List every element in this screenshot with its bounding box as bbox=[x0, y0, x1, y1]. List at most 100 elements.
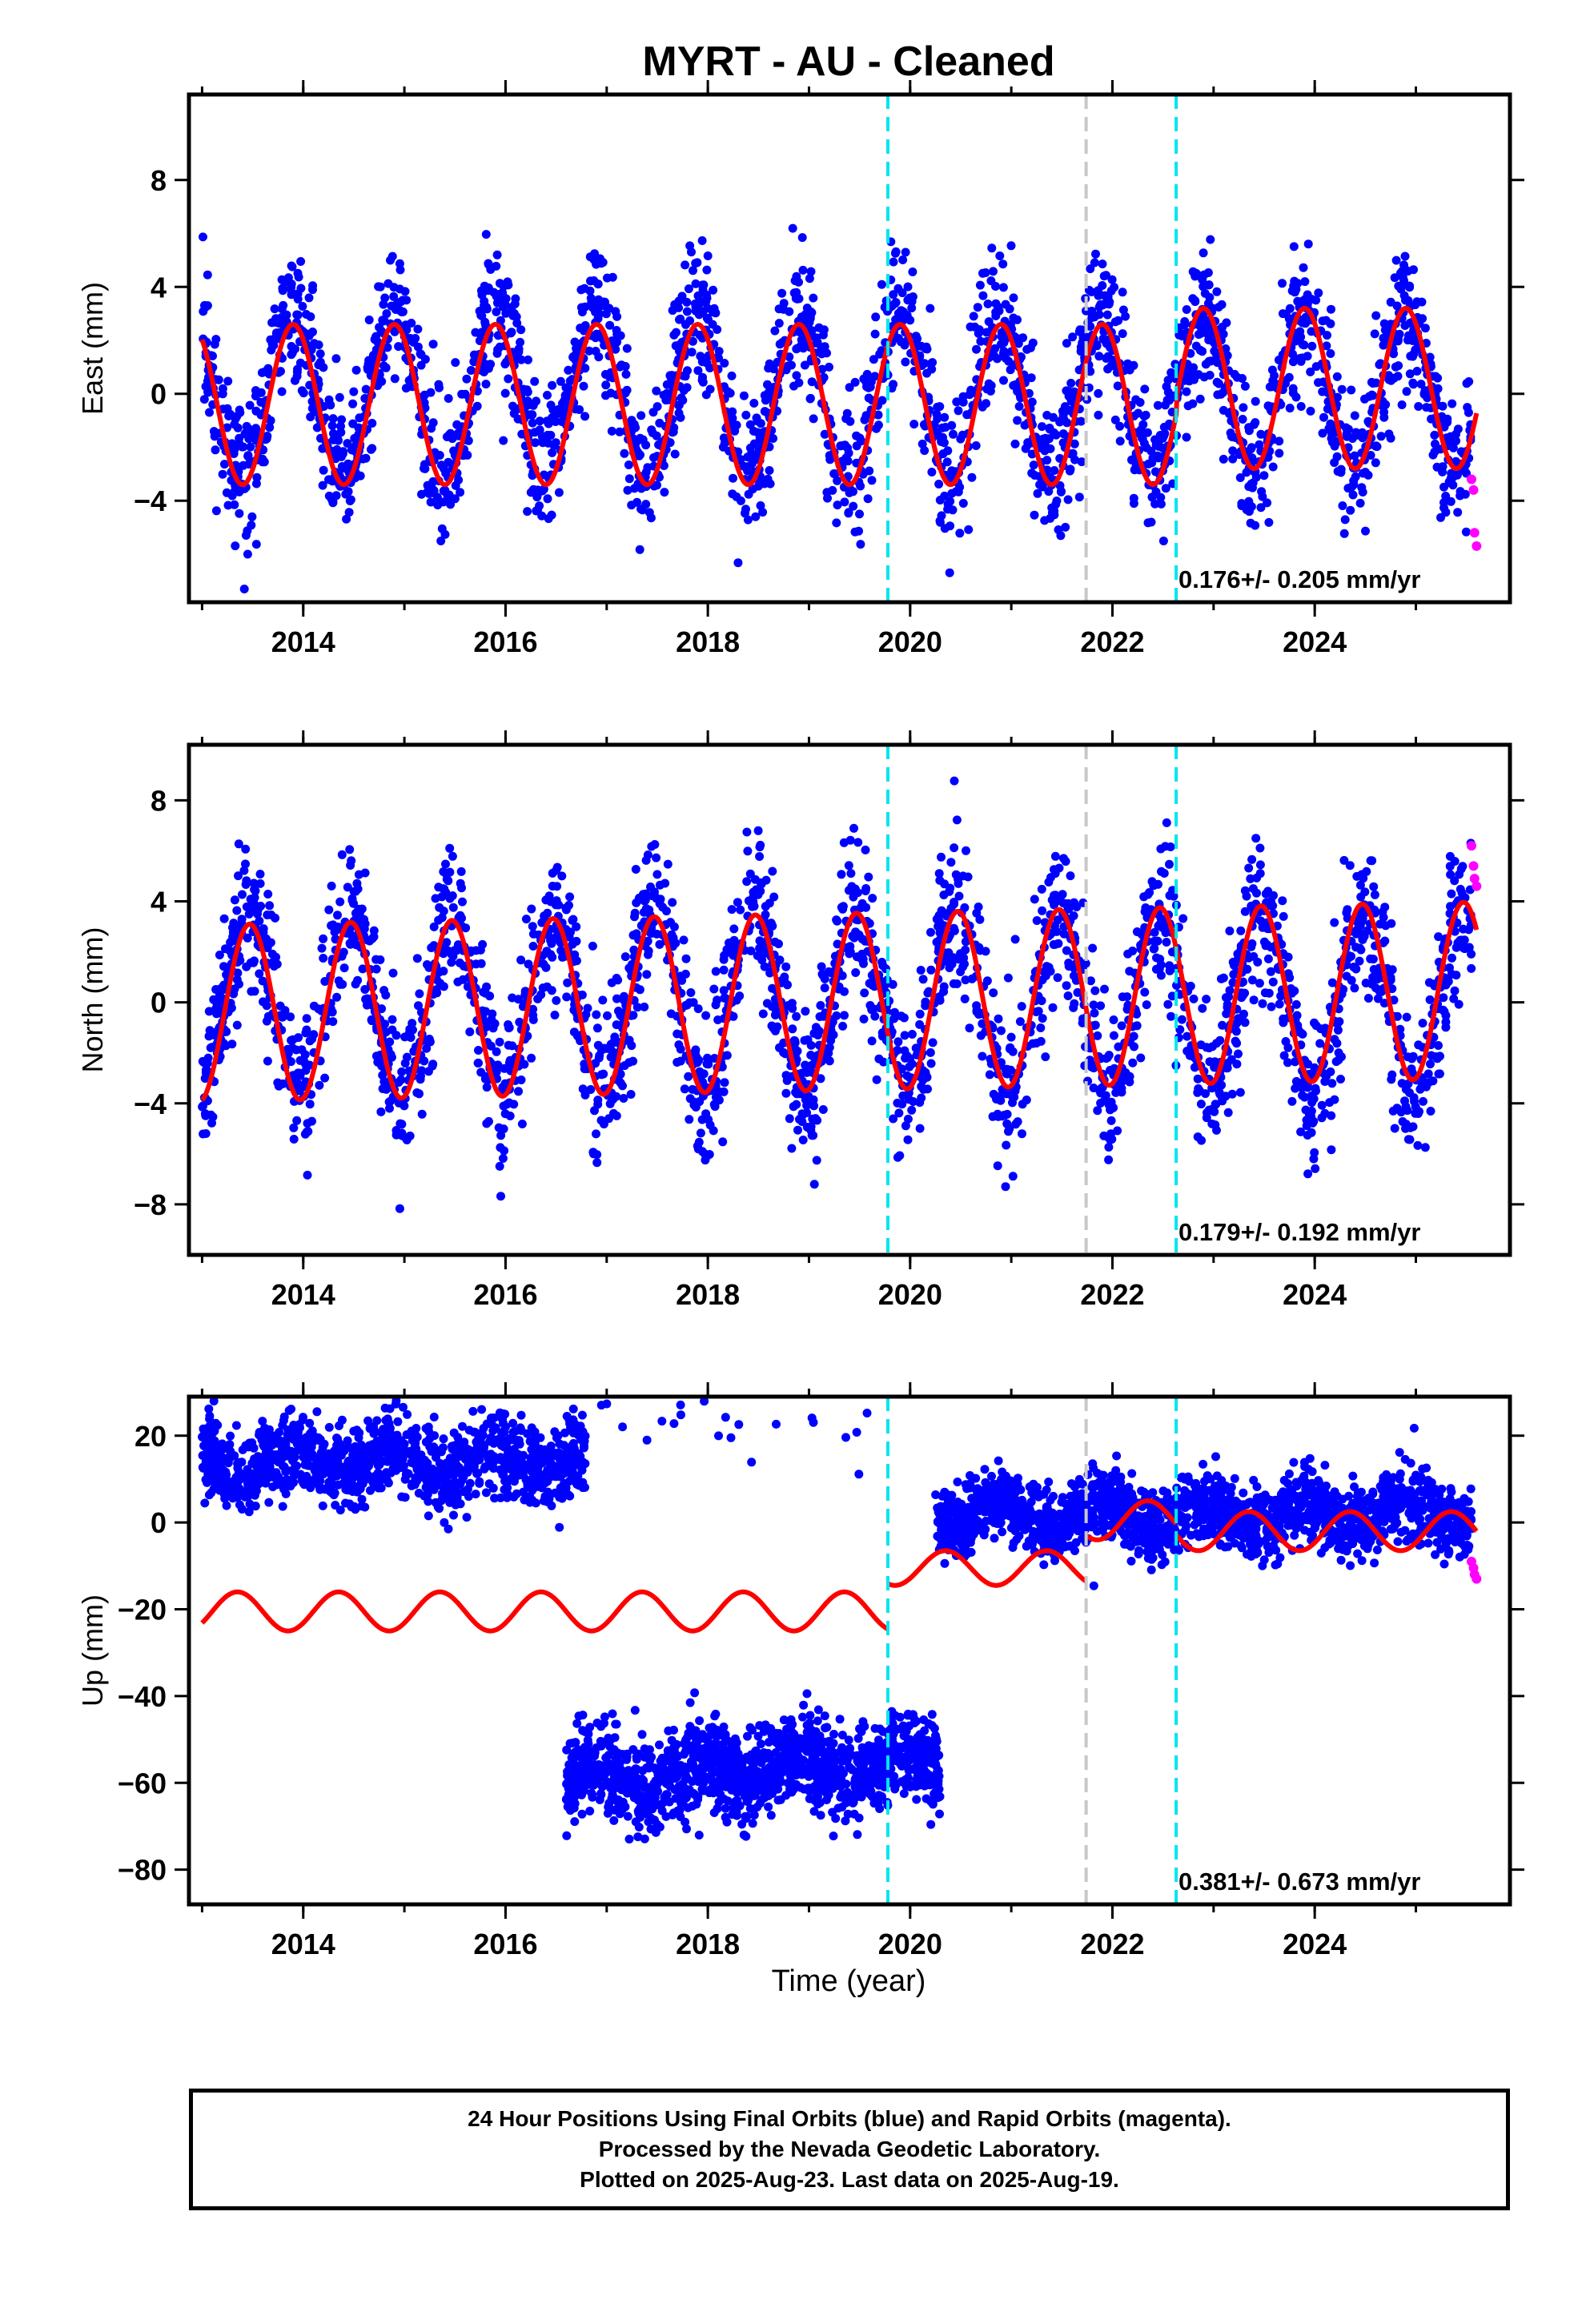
data-point bbox=[293, 289, 303, 299]
data-point bbox=[1188, 267, 1198, 276]
data-point bbox=[1256, 429, 1266, 439]
data-point bbox=[201, 382, 211, 392]
data-point bbox=[228, 932, 238, 942]
data-point bbox=[853, 888, 862, 898]
data-point bbox=[1219, 454, 1228, 464]
data-point bbox=[928, 1038, 938, 1047]
x-tick-label: 2016 bbox=[473, 625, 537, 658]
data-point bbox=[320, 1073, 330, 1083]
data-point bbox=[1062, 946, 1071, 955]
data-point bbox=[1050, 466, 1059, 475]
data-point bbox=[1447, 889, 1456, 899]
data-point bbox=[339, 963, 349, 973]
data-point bbox=[292, 310, 302, 320]
data-point bbox=[1096, 1099, 1106, 1108]
data-point bbox=[601, 380, 611, 390]
data-point bbox=[689, 266, 697, 275]
data-point bbox=[428, 340, 438, 349]
data-point bbox=[1194, 330, 1203, 340]
data-point bbox=[1104, 1143, 1114, 1152]
data-point bbox=[1386, 297, 1395, 307]
data-point bbox=[492, 250, 502, 259]
data-point bbox=[1139, 892, 1149, 902]
data-point bbox=[1153, 400, 1162, 410]
data-point bbox=[1409, 265, 1418, 275]
data-point bbox=[292, 372, 302, 381]
data-point bbox=[239, 585, 249, 593]
data-point bbox=[1306, 406, 1315, 416]
data-point bbox=[379, 316, 389, 324]
data-point bbox=[1023, 438, 1033, 448]
data-point bbox=[652, 402, 662, 412]
data-point bbox=[1373, 994, 1383, 1003]
data-point bbox=[1317, 1100, 1327, 1110]
data-point bbox=[854, 930, 864, 939]
data-point bbox=[669, 933, 678, 943]
data-point bbox=[247, 428, 256, 438]
data-point bbox=[203, 270, 212, 279]
data-point bbox=[757, 428, 767, 437]
data-point bbox=[1296, 356, 1306, 366]
data-point bbox=[949, 979, 958, 988]
data-point bbox=[235, 408, 245, 417]
data-point bbox=[492, 1068, 501, 1076]
data-point bbox=[1330, 458, 1339, 468]
data-point bbox=[1129, 493, 1138, 503]
data-point bbox=[1014, 402, 1024, 411]
data-point bbox=[760, 407, 769, 416]
data-point bbox=[1283, 1058, 1292, 1068]
data-point bbox=[1299, 263, 1308, 272]
data-point bbox=[472, 401, 482, 411]
data-point bbox=[1244, 863, 1254, 873]
data-point bbox=[1268, 462, 1278, 472]
data-point bbox=[1396, 1108, 1406, 1117]
data-point bbox=[556, 376, 565, 386]
data-point bbox=[615, 427, 624, 436]
data-point bbox=[935, 995, 945, 1005]
data-point bbox=[1038, 975, 1047, 985]
data-point bbox=[238, 890, 247, 899]
data-point bbox=[331, 354, 341, 364]
data-point bbox=[901, 1121, 910, 1131]
data-point bbox=[702, 313, 712, 323]
data-point bbox=[1228, 978, 1238, 987]
data-point bbox=[1263, 924, 1272, 934]
data-point bbox=[999, 376, 1008, 385]
data-point bbox=[939, 438, 949, 448]
data-point bbox=[1441, 1023, 1451, 1032]
data-point bbox=[1106, 286, 1116, 296]
data-point bbox=[1056, 531, 1066, 541]
data-point bbox=[787, 1144, 797, 1153]
data-point bbox=[1090, 312, 1099, 322]
data-point bbox=[296, 257, 306, 266]
data-point bbox=[328, 414, 338, 424]
data-point bbox=[877, 279, 886, 289]
data-point bbox=[1132, 1021, 1142, 1031]
data-point bbox=[364, 316, 374, 324]
rapid-orbit-point bbox=[1468, 485, 1479, 495]
data-point bbox=[1036, 1036, 1046, 1046]
data-point bbox=[398, 307, 408, 316]
data-point bbox=[619, 995, 628, 1005]
data-point bbox=[1343, 905, 1352, 915]
data-point bbox=[620, 448, 629, 458]
data-point bbox=[926, 927, 935, 937]
data-point bbox=[855, 509, 864, 519]
data-point bbox=[1285, 404, 1295, 413]
data-point bbox=[809, 293, 818, 303]
data-point bbox=[1260, 988, 1270, 998]
data-point bbox=[466, 366, 476, 375]
data-point bbox=[445, 867, 455, 877]
data-point bbox=[781, 962, 791, 971]
data-point bbox=[371, 964, 381, 974]
data-point bbox=[495, 1161, 504, 1171]
data-point bbox=[915, 1124, 925, 1133]
data-point bbox=[1398, 273, 1407, 283]
data-point bbox=[249, 879, 259, 888]
data-point bbox=[349, 387, 359, 396]
data-point bbox=[1368, 379, 1378, 388]
data-point bbox=[594, 295, 604, 304]
data-point bbox=[278, 1012, 287, 1022]
data-point bbox=[1102, 339, 1111, 348]
data-point bbox=[342, 514, 351, 524]
